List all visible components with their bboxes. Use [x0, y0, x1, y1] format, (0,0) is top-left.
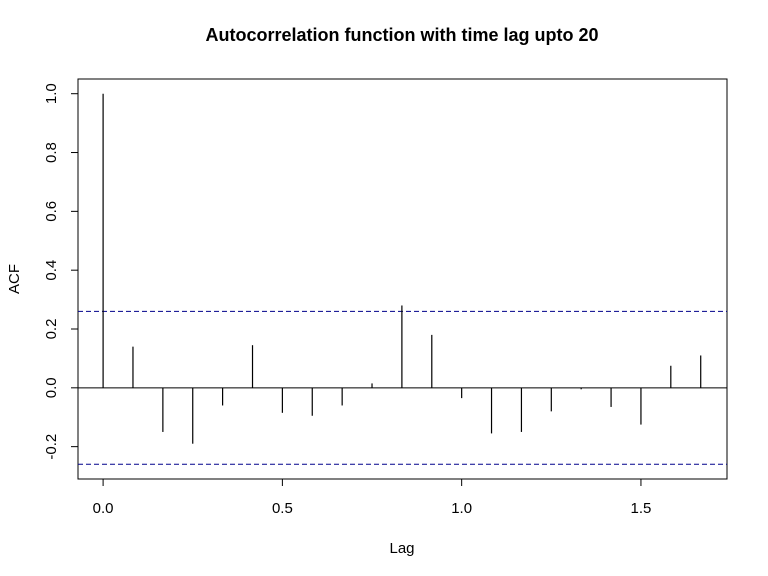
x-tick-label: 0.0: [93, 500, 114, 517]
x-axis-title: Lag: [389, 540, 414, 557]
x-tick-label: 1.5: [631, 500, 652, 517]
plot-frame: [77, 78, 728, 480]
y-tick-label: 1.0: [43, 83, 60, 104]
y-tick-label: 0.6: [43, 201, 60, 222]
chart-title: Autocorrelation function with time lag u…: [205, 25, 598, 45]
x-tick-label: 0.5: [272, 500, 293, 517]
confidence-bounds: [78, 310, 727, 465]
y-tick-label: 0.4: [43, 260, 60, 281]
acf-bars: [102, 93, 702, 444]
x-tick-label: 1.0: [451, 500, 472, 517]
y-tick-label: 0.0: [43, 377, 60, 398]
y-axis-title: ACF: [6, 264, 23, 294]
x-axis: 0.0 0.5 1.0 1.5: [93, 479, 652, 517]
y-tick-label: 0.2: [43, 319, 60, 340]
y-axis: -0.2 0.0 0.2 0.4 0.6 0.8 1.0: [43, 83, 78, 460]
y-tick-label: 0.8: [43, 142, 60, 163]
y-tick-label: -0.2: [43, 434, 60, 460]
